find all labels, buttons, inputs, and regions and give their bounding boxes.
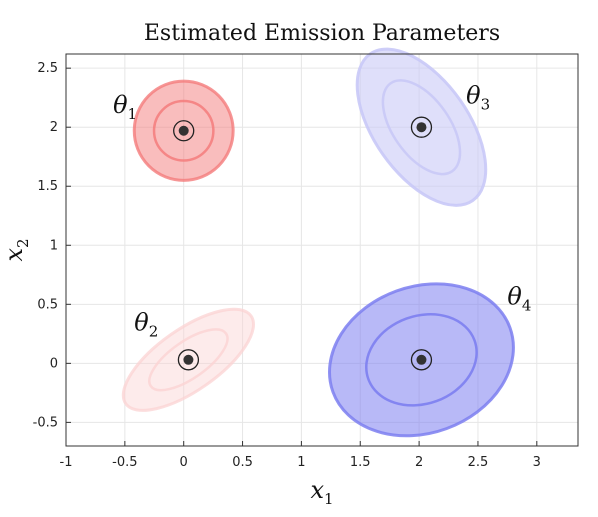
inner-ellipse [148,328,229,392]
theta-label-2: θ2 [134,308,158,340]
y-tick-label: 1 [50,238,58,253]
y-tick-label: 2 [50,120,58,135]
x-tick-label: 0.5 [232,455,253,470]
theta-label-3: θ3 [466,82,490,114]
theta-sub: 4 [522,296,532,314]
theta-label-1: θ1 [113,91,137,123]
theta-base: θ [466,82,481,110]
x-tick-label: 3 [533,455,541,470]
x-tick-label: 2.5 [468,455,489,470]
y-tick-label: 0 [50,356,58,371]
mean-point [416,122,427,133]
mean-point [416,354,427,365]
x-tick-label: -0.5 [112,455,137,470]
ellipses [121,47,515,438]
theta-base: θ [113,91,128,119]
x-tick-label: -1 [60,455,73,470]
x-axis-label: x1 [310,476,333,508]
x-tick-label: 1.5 [350,455,371,470]
y-axis-label-base: x [0,248,28,262]
theta-label-4: θ4 [507,282,531,314]
y-tick-label: 0.5 [37,297,58,312]
inner-ellipse [152,99,215,162]
x-tick-label: 1 [297,455,305,470]
grid [65,54,578,446]
inner-ellipse [365,312,478,407]
x-axis-label-sub: 1 [324,490,334,508]
y-tick-label: 1.5 [37,179,58,194]
y-tick-label: -0.5 [33,415,58,430]
x-tick-label: 0 [180,455,188,470]
mean-ring [410,116,433,138]
x-tick-label: 2 [415,455,423,470]
theta-sub: 2 [149,322,159,340]
x-axis-label-base: x [310,476,324,504]
y-axis-label-sub: 2 [14,238,32,248]
mean-ring [173,120,195,142]
theta-sub: 1 [128,105,138,123]
mean-point [183,354,194,365]
mean-ring [177,349,200,371]
plot-frame [65,53,579,447]
mean-ring [410,349,433,371]
y-tick-label: 2.5 [37,61,58,76]
x-ticks: -1 -0.5 0 0.5 1 1.5 2 2.5 3 [60,441,541,470]
chart-title: Estimated Emission Parameters [144,21,500,46]
theta-sub: 3 [481,96,491,114]
y-axis-label: x2 [0,238,32,261]
theta-base: θ [507,282,522,310]
inner-ellipse [381,79,462,176]
y-ticks: -0.5 0 0.5 1 1.5 2 2.5 [33,61,71,430]
theta-base: θ [134,308,149,336]
mean-point [178,125,189,136]
